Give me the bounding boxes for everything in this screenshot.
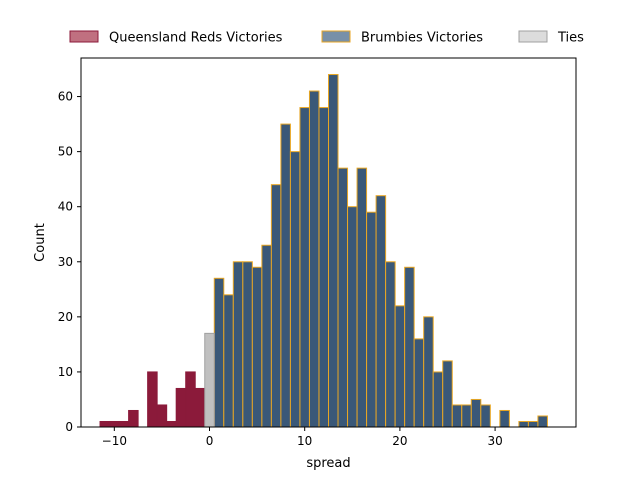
bar-series-0-x--11 [99, 420, 111, 428]
bar-series-1-x-23 [423, 316, 434, 428]
bar-series-1-x-10 [299, 107, 310, 428]
bar-series-1-x-27 [461, 404, 472, 428]
y-tick-label: 0 [65, 420, 73, 434]
x-tick-label: 10 [297, 434, 312, 448]
bar-series-1-x-29 [480, 404, 491, 428]
legend-label-0: Queensland Reds Victories [109, 31, 283, 46]
legend-swatch-2 [518, 30, 548, 43]
plot-frame [80, 57, 577, 428]
bar-series-1-x-18 [375, 195, 387, 428]
bar-series-1-x-7 [270, 184, 282, 428]
x-tick-label: 30 [487, 434, 502, 448]
bar-series-0-x--3 [175, 387, 187, 428]
bar-series-1-x-4 [242, 261, 253, 428]
bar-series-1-x-34 [527, 420, 539, 428]
x-tick-label: 20 [392, 434, 407, 448]
bar-series-1-x-6 [261, 244, 272, 428]
x-tick-label: 0 [206, 434, 214, 448]
bar-series-1-x-17 [366, 211, 377, 428]
legend: Queensland Reds Victories Brumbies Victor… [69, 30, 584, 46]
bar-series-1-x-26 [451, 404, 463, 428]
bar-series-0-x--2 [185, 371, 196, 428]
bar-series-1-x-28 [470, 398, 482, 428]
bar-series-1-x-1 [213, 277, 225, 428]
bar-series-1-x-5 [251, 266, 263, 428]
y-tick-label: 60 [58, 90, 73, 104]
legend-label-1: Brumbies Victories [361, 31, 483, 46]
x-tick-label: −10 [102, 434, 127, 448]
bar-series-0-x--1 [194, 387, 206, 428]
legend-swatch-0 [69, 30, 99, 43]
y-tick-label: 50 [58, 145, 73, 159]
bar-series-0-x--10 [109, 420, 120, 428]
y-tick-label: 10 [58, 365, 73, 379]
bar-series-1-x-2 [223, 294, 234, 428]
bar-series-1-x-13 [328, 74, 339, 428]
x-axis-label: spread [306, 456, 350, 471]
bar-series-1-x-20 [394, 305, 406, 428]
bar-series-1-x-16 [356, 167, 368, 428]
bar-series-0-x--5 [156, 404, 168, 428]
bar-series-1-x-15 [347, 206, 358, 428]
bar-series-1-x-21 [404, 266, 415, 428]
bar-series-0-x--8 [128, 409, 139, 428]
bar-series-1-x-8 [280, 123, 291, 428]
bar-series-1-x-9 [289, 151, 301, 428]
bar-series-1-x-22 [413, 338, 425, 428]
bar-series-1-x-11 [308, 90, 320, 428]
bar-series-1-x-14 [337, 167, 349, 428]
bar-series-1-x-3 [232, 261, 244, 428]
bar-series-0-x--4 [166, 420, 177, 428]
bar-series-1-x-33 [518, 420, 529, 428]
y-tick-label: 40 [58, 200, 73, 214]
bar-series-1-x-31 [499, 409, 510, 428]
legend-swatch-1 [321, 30, 351, 43]
bar-series-1-x-19 [385, 261, 396, 428]
bar-series-1-x-25 [442, 360, 453, 428]
legend-label-2: Ties [557, 31, 584, 46]
y-axis-ticks: 0 10 20 30 40 50 60 [58, 90, 81, 434]
bar-series-2-x-0 [204, 332, 215, 428]
bar-series-1-x-12 [318, 107, 330, 428]
bar-series-0-x--6 [147, 371, 158, 428]
bars [99, 74, 548, 428]
y-tick-label: 20 [58, 310, 73, 324]
y-axis-label: Count [33, 223, 48, 262]
bar-series-1-x-35 [537, 415, 548, 428]
bar-series-1-x-24 [432, 371, 444, 428]
y-tick-label: 30 [58, 255, 73, 269]
bar-series-0-x--9 [118, 420, 130, 428]
x-axis-ticks: −10 0 10 20 30 [102, 427, 503, 448]
